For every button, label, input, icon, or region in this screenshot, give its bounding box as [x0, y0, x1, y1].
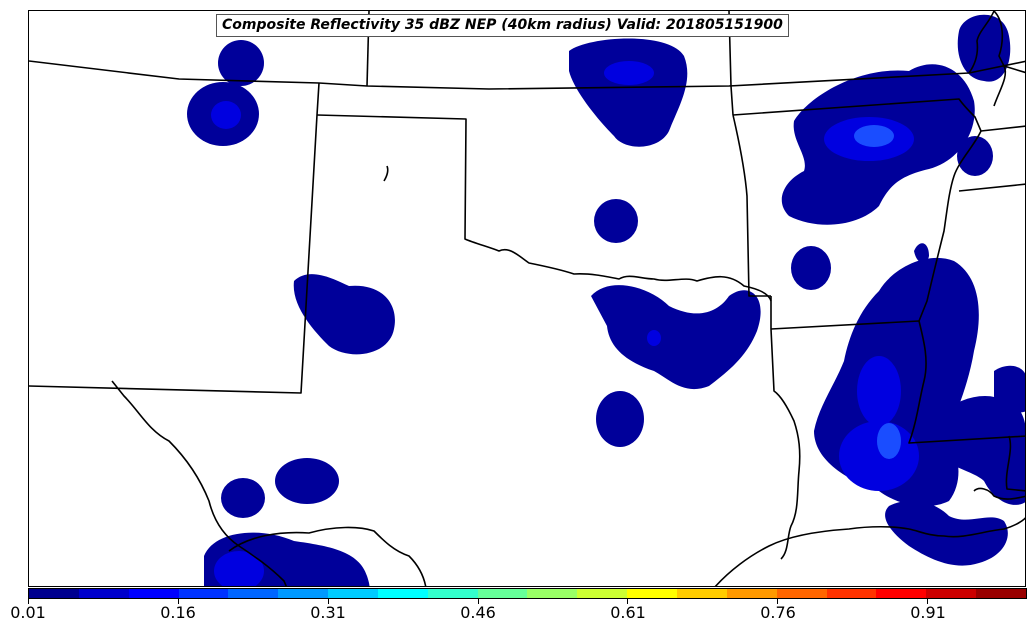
probability-blob: [591, 285, 761, 390]
colorbar-swatch: [627, 589, 677, 598]
mississippi-river: [918, 130, 982, 322]
probability-blob: [957, 136, 993, 176]
colorbar-swatch: [876, 589, 927, 598]
probability-blob: [596, 391, 644, 447]
colorbar-swatch: [228, 589, 279, 598]
map-canvas: [29, 11, 1025, 586]
probability-blob: [569, 38, 688, 147]
probability-blob: [221, 478, 265, 518]
lake-outline: [383, 165, 389, 182]
probability-blob-mid: [857, 356, 901, 426]
colorbar-label: 0.16: [160, 603, 196, 622]
state-line: [958, 183, 1025, 192]
probability-regions: [187, 14, 1025, 586]
probability-regions-mid: [211, 61, 919, 586]
map-panel: [28, 10, 1026, 587]
colorbar-label: 0.76: [760, 603, 796, 622]
arkansas-louisiana-border: [770, 320, 1025, 444]
state-line: [993, 11, 1025, 74]
colorbar-swatch: [577, 589, 628, 598]
map-title: Composite Reflectivity 35 dBZ NEP (40km …: [216, 14, 789, 37]
state-line: [1005, 435, 1025, 492]
colorbar-tick: [177, 599, 179, 604]
colorbar-label: 0.61: [610, 603, 646, 622]
missouri-arkansas-border: [732, 98, 1025, 132]
colorbar: [28, 588, 1027, 599]
probability-blob: [293, 274, 395, 355]
colorbar-swatch: [128, 589, 179, 598]
oklahoma-texas-border: [316, 114, 772, 302]
probability-blob-mid: [214, 551, 264, 586]
probability-blob-mid: [647, 330, 661, 346]
probability-regions-high: [854, 125, 901, 459]
colorbar-swatch: [377, 589, 428, 598]
colorbar-tick: [927, 599, 929, 604]
probability-blob: [885, 500, 1008, 566]
colorbar-tick: [777, 599, 779, 604]
probability-blob-mid: [604, 61, 654, 85]
colorbar-swatch: [826, 589, 877, 598]
mexico-state-line: [228, 526, 427, 586]
colorbar-ticks: [28, 599, 1027, 605]
colorbar-swatch: [676, 589, 727, 598]
colorbar-label: 0.91: [910, 603, 946, 622]
texas-mexico-border: [111, 380, 288, 586]
new-mexico-border: [29, 82, 320, 394]
gulf-coast: [714, 525, 910, 586]
colorbar-tick: [28, 599, 29, 604]
probability-blob: [934, 396, 1025, 505]
probability-blob: [994, 365, 1025, 413]
colorbar-swatch: [178, 589, 229, 598]
river: [993, 65, 1007, 107]
colorbar-swatch: [726, 589, 777, 598]
colorbar-tick: [477, 599, 479, 604]
colorbar-swatch: [477, 589, 528, 598]
colorbar-swatch: [926, 589, 977, 598]
colorbar-swatch: [328, 589, 378, 598]
probability-blob: [957, 14, 1011, 82]
coastal-line: [973, 487, 1025, 500]
state-line: [968, 11, 995, 74]
oklahoma-arkansas-border: [732, 114, 771, 297]
probability-blob: [914, 243, 929, 263]
colorbar-label: 0.31: [310, 603, 346, 622]
probability-blob-high: [854, 125, 894, 147]
northern-boundary-line: [29, 60, 1025, 90]
probability-blob: [791, 246, 831, 290]
probability-blob-mid: [211, 101, 241, 129]
colorbar-label: 0.46: [460, 603, 496, 622]
colorbar-label: 0.01: [10, 603, 46, 622]
probability-blob: [275, 458, 339, 504]
probability-blob: [594, 199, 638, 243]
gulf-coast: [908, 517, 1025, 538]
state-boundaries: [29, 11, 1025, 586]
colorbar-tick: [327, 599, 329, 604]
probability-blob-high: [877, 423, 901, 459]
colorbar-swatch: [527, 589, 578, 598]
colorbar-swatch: [976, 589, 1026, 598]
texas-louisiana-border: [770, 296, 801, 560]
colorbar-swatch: [278, 589, 329, 598]
colorbar-swatch: [427, 589, 478, 598]
colorbar-swatch: [29, 589, 79, 598]
colorbar-swatch: [776, 589, 827, 598]
colorbar-swatch: [78, 589, 129, 598]
colorbar-tick: [627, 599, 629, 604]
probability-blob: [218, 40, 264, 86]
